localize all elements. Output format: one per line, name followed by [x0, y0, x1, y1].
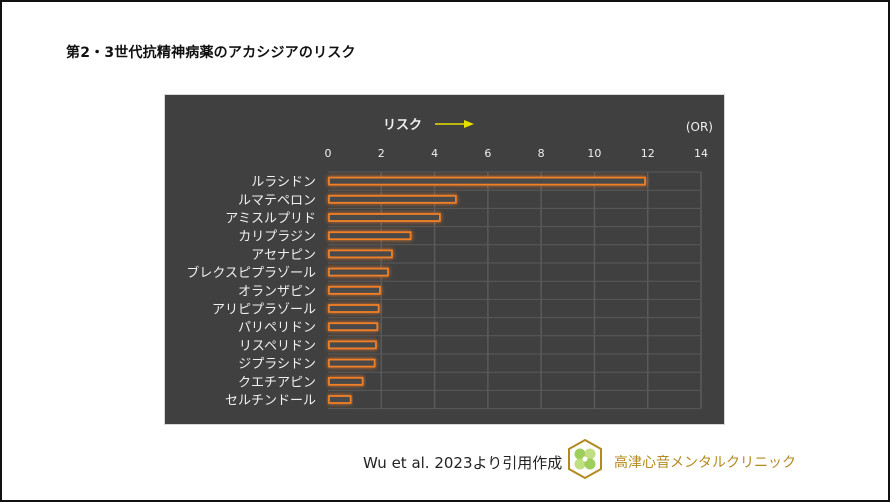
x-tick-label: 12	[641, 147, 655, 160]
category-label: リスペリドン	[239, 339, 316, 354]
bar	[328, 322, 379, 332]
bar	[328, 231, 412, 241]
category-label: ルラシドン	[251, 175, 316, 190]
bar	[328, 340, 377, 350]
bar	[328, 395, 352, 404]
category-label: カリプラジン	[238, 230, 316, 245]
bar	[328, 267, 389, 277]
page-title: 第2・3世代抗精神病薬のアカシジアのリスク	[66, 45, 356, 61]
x-tick-label: 8	[538, 147, 545, 160]
citation-text: Wu et al. 2023より引用作成	[363, 454, 563, 472]
bars	[328, 176, 646, 404]
category-label: クエチアピン	[238, 375, 316, 390]
bar	[328, 285, 381, 295]
bar	[328, 213, 441, 222]
chart-panel: 0 2 4 6 8 10 12 14 ルラシドンルマテペロンアミスルプリドカリプラジンアセナピ…	[164, 94, 725, 425]
category-label: パリペリドン	[238, 321, 316, 336]
x-tick-label: 10	[587, 147, 601, 160]
clover-hexagon-logo-icon	[568, 438, 602, 480]
category-label: アミスルプリド	[225, 212, 316, 227]
x-tick-label: 0	[325, 147, 332, 160]
x-tick-label: 2	[378, 147, 385, 160]
bar-chart: 0 2 4 6 8 10 12 14 ルラシドンルマテペロンアミスルプリドカリプラジンアセナピ…	[186, 118, 713, 410]
x-tick-label: 6	[484, 147, 491, 160]
x-tick-labels: 0 2 4 6 8 10 12 14	[325, 147, 709, 160]
unit-label-or: (OR)	[686, 120, 713, 134]
axis-title-risk: リスク	[383, 118, 422, 133]
category-label: アリピプラゾール	[212, 303, 316, 318]
category-label: ルマテペロン	[238, 193, 316, 208]
bar	[328, 358, 376, 368]
clinic-name: 高津心音メンタルクリニック	[614, 455, 796, 471]
category-label: セルチンドール	[225, 394, 316, 409]
bar	[328, 376, 364, 386]
x-tick-label: 14	[694, 147, 708, 160]
category-label: ブレクスピプラゾール	[186, 265, 316, 281]
x-tick-label: 4	[431, 147, 438, 160]
category-label: アセナピン	[251, 248, 316, 263]
bar	[328, 249, 393, 259]
category-label: オランザピン	[238, 284, 316, 299]
arrow-right-icon	[435, 120, 474, 128]
grid-lines	[328, 171, 702, 410]
bar	[328, 304, 380, 313]
bar	[328, 194, 457, 204]
category-label: ジプラシドン	[238, 357, 316, 372]
category-labels: ルラシドンルマテペロンアミスルプリドカリプラジンアセナピンブレクスピプラゾールオ…	[186, 175, 316, 408]
bar	[328, 176, 646, 186]
